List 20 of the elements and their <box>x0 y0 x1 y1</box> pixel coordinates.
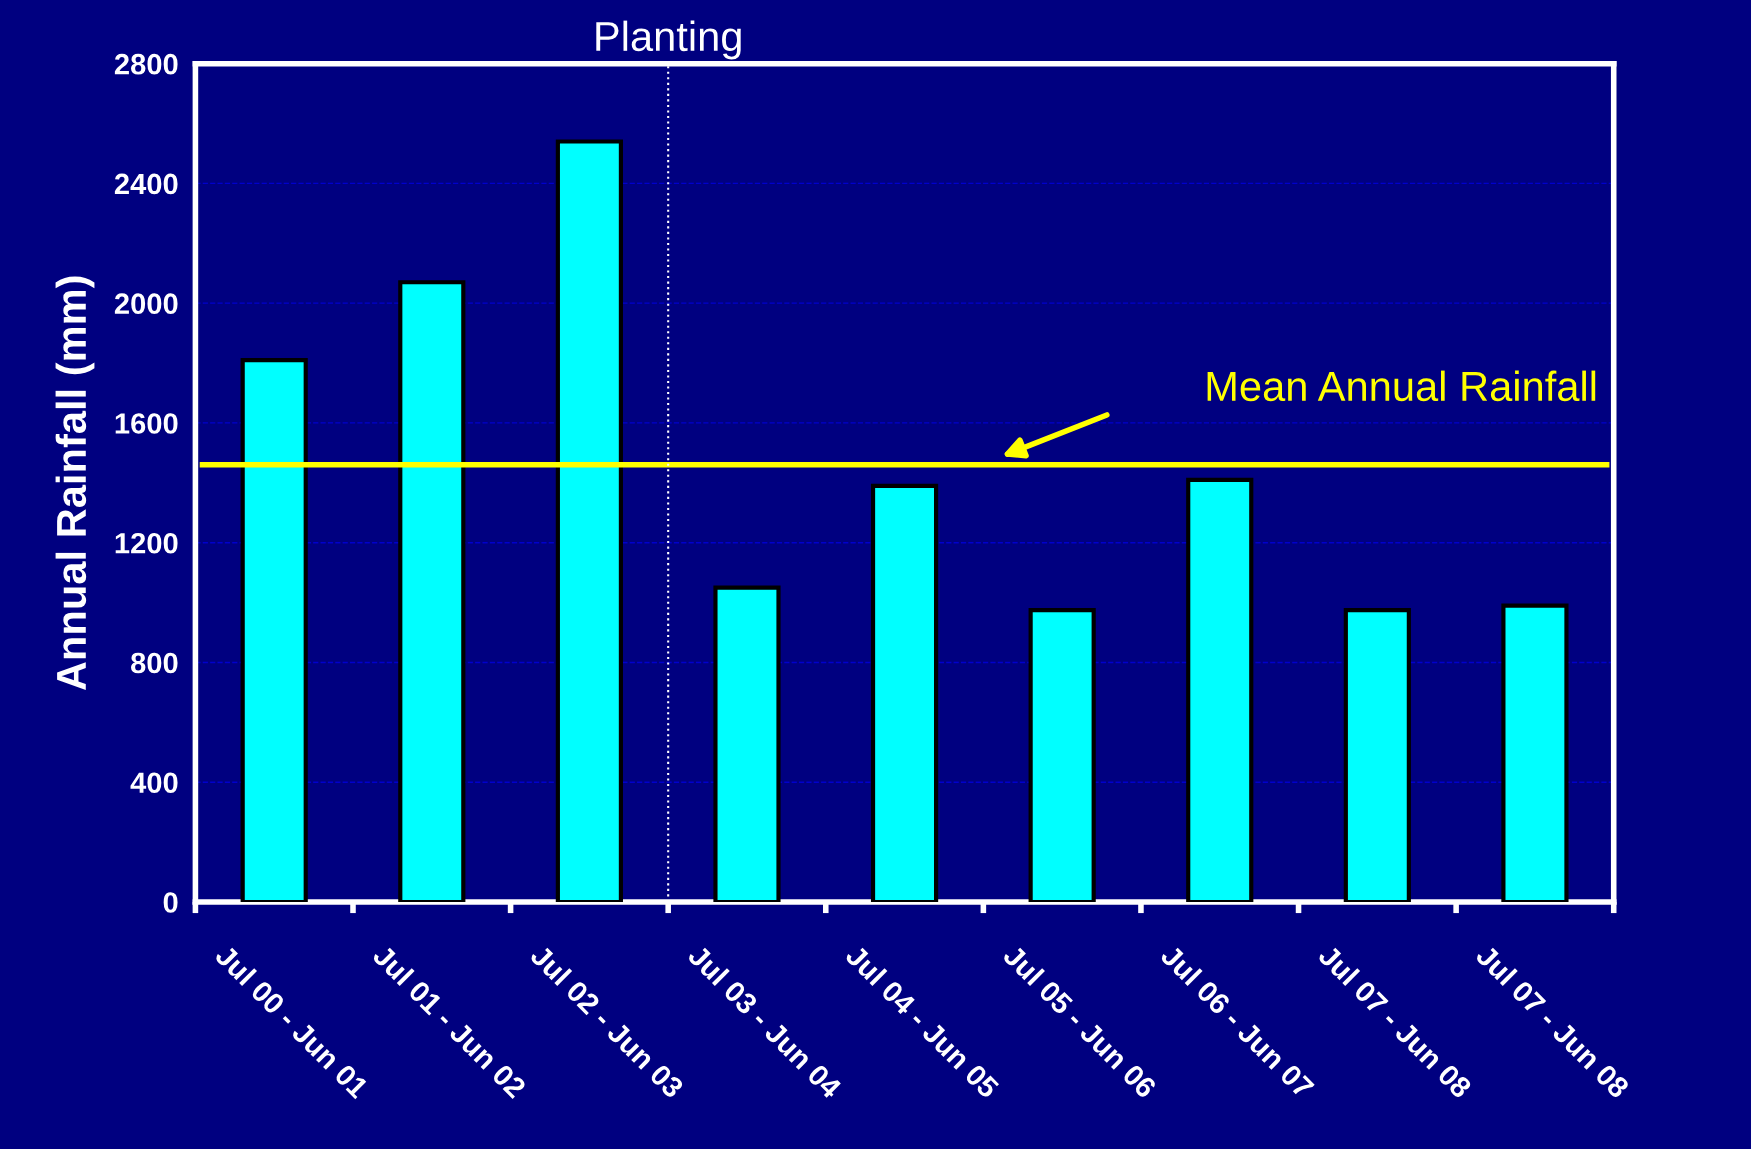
x-tick-label: Jul 07 - Jun 08 <box>1316 942 1474 1100</box>
y-tick-label: 1200 <box>115 532 178 554</box>
x-tick-label: Jul 02 - Jun 03 <box>528 942 686 1100</box>
y-axis-title: Annual Rainfall (mm) <box>55 276 95 691</box>
x-tick-label: Jul 05 - Jun 06 <box>1001 942 1158 1100</box>
x-tick-label: Jul 00 - Jun 01 <box>213 942 371 1100</box>
y-tick-label: 0 <box>163 892 178 913</box>
y-tick-label: 2800 <box>114 53 178 75</box>
ref-line-label: Mean Annual Rainfall <box>1207 370 1596 402</box>
y-tick-label: 1600 <box>115 413 178 434</box>
x-tick-label: Jul 06 - Jun 07 <box>1159 942 1316 1100</box>
y-tick-label: 400 <box>130 772 178 794</box>
x-tick-label: Jul 03 - Jun 04 <box>686 942 844 1100</box>
x-tick-label: Jul 07 - Jun 08 <box>1474 942 1631 1100</box>
y-tick-label: 2400 <box>114 173 178 195</box>
x-tick-label: Jul 04 - Jun 05 <box>844 942 1001 1100</box>
x-tick-label: Jul 01 - Jun 02 <box>371 942 528 1100</box>
ref-line-label: Planting <box>596 20 741 60</box>
y-tick-label: 800 <box>131 652 178 674</box>
y-tick-label: 2000 <box>114 293 178 315</box>
